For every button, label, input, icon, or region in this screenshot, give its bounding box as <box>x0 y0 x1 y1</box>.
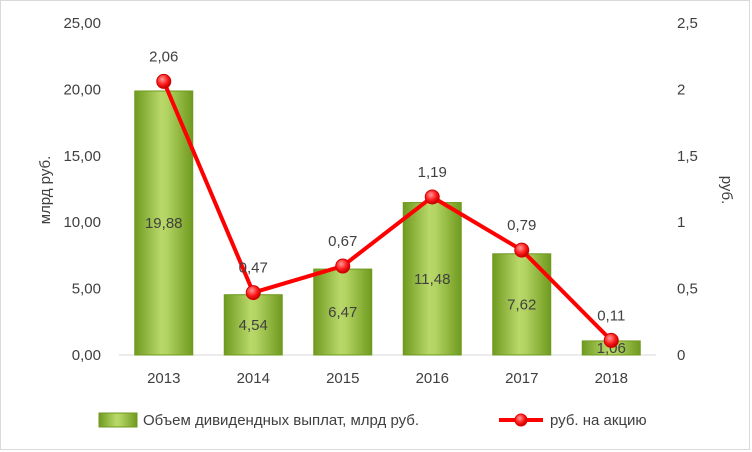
bar-data-label: 19,88 <box>145 215 183 232</box>
bar-data-label: 11,48 <box>414 271 450 288</box>
left-tick-label: 15,00 <box>63 148 101 165</box>
right-tick-label: 2 <box>677 81 685 98</box>
left-tick-label: 5,00 <box>72 281 101 298</box>
bar <box>134 90 194 356</box>
legend-bar-swatch <box>98 412 138 428</box>
bar-series: 19,88 4,54 6,47 11,48 7,62 1,06 <box>134 90 641 357</box>
right-tick-label: 1,5 <box>677 148 698 165</box>
line-data-label: 0,67 <box>328 233 357 250</box>
left-tick-label: 0,00 <box>72 347 101 364</box>
bar-data-label: 4,54 <box>239 317 268 334</box>
left-tick-label: 10,00 <box>63 214 101 231</box>
x-tick-label: 2015 <box>326 370 359 387</box>
legend: Объем дивидендных выплат, млрд руб. руб.… <box>98 412 647 429</box>
legend-line-label: руб. на акцию <box>550 412 647 429</box>
left-tick-label: 25,00 <box>63 15 101 32</box>
bar-data-label: 1,06 <box>597 340 626 357</box>
legend-bar-label: Объем дивидендных выплат, млрд руб. <box>143 412 419 429</box>
right-tick-label: 0,5 <box>677 281 698 298</box>
x-tick-label: 2018 <box>595 370 628 387</box>
x-tick-label: 2013 <box>147 370 180 387</box>
bar <box>223 294 283 356</box>
x-tick-label: 2017 <box>505 370 538 387</box>
line-data-label: 1,19 <box>418 164 447 181</box>
bar <box>402 202 462 356</box>
left-tick-label: 20,00 <box>63 81 101 98</box>
line-series: 2,06 0,47 0,67 1,19 0,79 0,11 <box>149 48 625 348</box>
line-point <box>424 189 440 205</box>
line-data-label: 0,79 <box>507 217 536 234</box>
legend-line-marker <box>514 413 528 427</box>
x-tick-label: 2016 <box>416 370 449 387</box>
x-tick-label: 2014 <box>237 370 270 387</box>
right-axis-title: руб. <box>718 176 735 205</box>
line-point <box>335 258 351 274</box>
x-axis-ticks: 2013 2014 2015 2016 2017 2018 <box>147 370 628 387</box>
right-tick-label: 2,5 <box>677 15 698 32</box>
left-axis-ticks: 0,00 5,00 10,00 15,00 20,00 25,00 <box>63 15 101 364</box>
right-tick-label: 0 <box>677 347 685 364</box>
line-point <box>514 242 530 258</box>
line-point <box>603 332 619 348</box>
line-path <box>161 80 613 342</box>
left-axis-title: млрд руб. <box>37 156 54 225</box>
right-tick-label: 1 <box>677 214 685 231</box>
line-point <box>245 285 261 301</box>
line-data-label: 0,47 <box>239 260 268 277</box>
line-point <box>156 73 172 89</box>
bar-data-label: 6,47 <box>328 304 357 321</box>
right-axis-ticks: 0 0,5 1 1,5 2 2,5 <box>677 15 698 364</box>
line-data-label: 2,06 <box>149 48 178 65</box>
bar-data-label: 7,62 <box>507 296 536 313</box>
line-data-label: 0,11 <box>597 307 625 324</box>
